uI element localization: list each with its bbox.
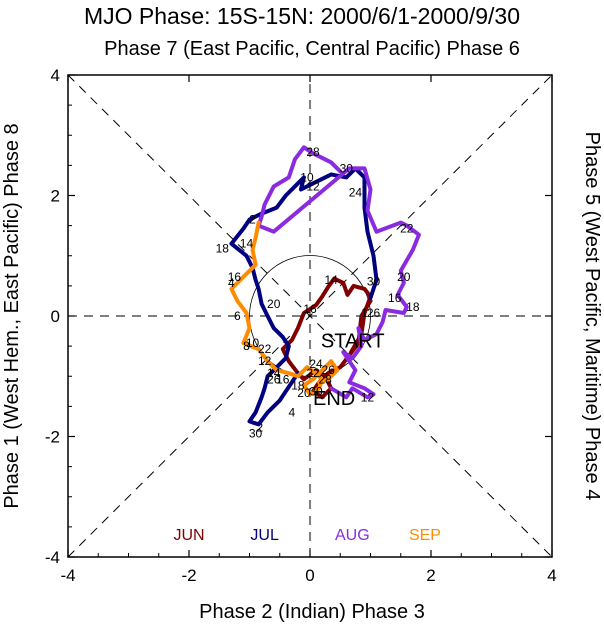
chart-title: MJO Phase: 15S-15N: 2000/6/1-2000/9/30: [84, 3, 520, 29]
day-label: 6: [234, 309, 241, 323]
legend-sep: SEP: [409, 527, 441, 544]
axis-ticks: [67, 74, 553, 558]
x-tick-label: 4: [547, 566, 556, 585]
day-label: 22: [258, 342, 272, 356]
day-label: 22: [400, 222, 414, 236]
legend-jul: JUL: [250, 527, 279, 544]
day-label: 14: [240, 237, 254, 251]
y-tick-label: -2: [45, 428, 60, 447]
day-label: 26: [267, 372, 281, 386]
y-tick-label: -4: [45, 548, 60, 567]
day-label: 20: [397, 270, 411, 284]
left-phase-label: Phase 1 (West Hem., East Pacific) Phase …: [1, 123, 23, 508]
day-label: 2: [249, 213, 256, 227]
series-line-jul: [229, 166, 379, 427]
legend: JUN JUL AUG SEP: [173, 527, 441, 544]
day-label: 4: [228, 276, 235, 290]
day-label: 30: [367, 275, 381, 289]
day-label: 30: [309, 384, 323, 398]
day-label: 10: [246, 336, 260, 350]
right-phase-label: Phase 5 (West Pacific, Maritime) Phase 4: [581, 132, 603, 501]
day-label: 30: [249, 426, 263, 440]
start-label: START: [321, 330, 385, 352]
series-line-sep: [229, 220, 340, 397]
day-label: 1: [361, 306, 368, 320]
day-label: 12: [361, 390, 375, 404]
day-label: 30: [340, 161, 354, 175]
day-label: 24: [309, 357, 323, 371]
end-label: END: [313, 388, 355, 410]
x-tick-label: 2: [426, 566, 435, 585]
day-label: 16: [228, 270, 242, 284]
day-label: 18: [291, 378, 305, 392]
y-tick-label: 0: [51, 307, 60, 326]
day-label: 2: [256, 420, 263, 434]
phase-guide-lines: [67, 74, 553, 558]
day-label: 12: [306, 179, 320, 193]
x-tick-label: 0: [305, 566, 314, 585]
day-label: 16: [388, 291, 402, 305]
day-label: 16: [303, 302, 317, 316]
diagonal-guide: [67, 74, 553, 558]
day-label: 14: [324, 273, 338, 287]
legend-aug: AUG: [335, 527, 370, 544]
day-label: 14: [267, 366, 281, 380]
day-label: 4: [289, 405, 296, 419]
day-label: 26: [367, 306, 381, 320]
top-phase-label: Phase 7 (East Pacific, Central Pacific) …: [104, 38, 520, 60]
day-label: 28: [318, 372, 332, 386]
day-label: 28: [306, 145, 320, 159]
bottom-phase-label: Phase 2 (Indian) Phase 3: [199, 601, 425, 623]
x-tick-label: -2: [181, 566, 196, 585]
legend-jun: JUN: [173, 527, 204, 544]
day-label: 22: [306, 366, 320, 380]
y-tick-label: 4: [51, 66, 60, 85]
day-label: 18: [216, 242, 230, 256]
day-label: 16: [276, 372, 290, 386]
day-label: 24: [349, 185, 363, 199]
day-label: 20: [267, 297, 281, 311]
day-label: 12: [258, 354, 272, 368]
day-label: 18: [406, 300, 420, 314]
series-line-aug: [256, 145, 421, 400]
series-layer: [229, 145, 421, 427]
day-label: 26: [321, 363, 335, 377]
y-tick-label: 2: [51, 187, 60, 206]
day-label: 20: [297, 386, 311, 400]
x-tick-label: -4: [60, 566, 75, 585]
day-label: 10: [300, 170, 314, 184]
day-label: 8: [243, 339, 250, 353]
